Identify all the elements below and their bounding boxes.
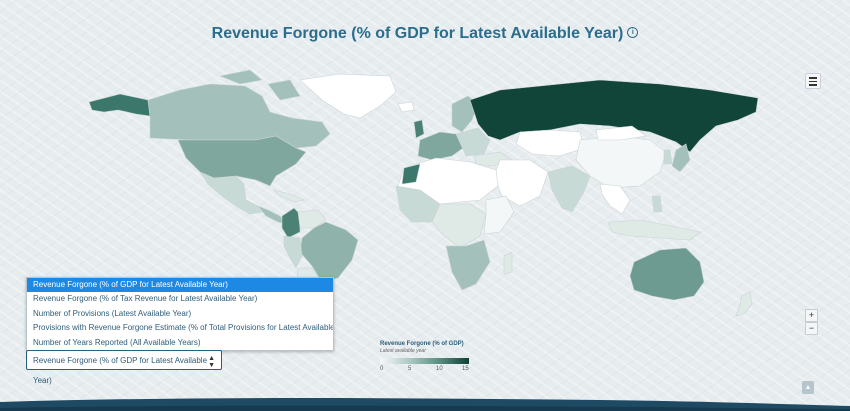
page-title-text: Revenue Forgone (% of GDP for Latest Ava… [211, 25, 624, 42]
minus-icon: − [808, 323, 815, 333]
legend-tick: 0 [380, 366, 384, 372]
map-region-greenland[interactable] [299, 73, 397, 119]
up-down-arrows-icon: ▲ ▼ [208, 355, 215, 369]
map-region-japan[interactable] [671, 143, 691, 173]
dropdown-option[interactable]: Revenue Forgone (% of Tax Revenue for La… [33, 294, 258, 304]
map-region-western-europe[interactable] [417, 131, 467, 161]
map-region-central-africa[interactable] [431, 203, 487, 249]
legend-color-scale [380, 358, 469, 364]
dropdown-option[interactable]: Revenue Forgone (% of GDP for Latest Ava… [27, 278, 333, 293]
map-region-southern-africa[interactable] [445, 239, 491, 291]
map-region-indonesia[interactable] [607, 219, 701, 241]
info-icon[interactable]: i [627, 27, 639, 38]
footer-wave [0, 398, 850, 411]
map-region-caribbean[interactable] [273, 189, 306, 203]
hamburger-menu-icon[interactable] [805, 73, 821, 89]
map-region-iceland[interactable] [397, 101, 415, 113]
indicator-select[interactable]: Revenue Forgone (% of GDP for Latest Ava… [26, 350, 222, 385]
legend-ticks: 0 5 10 15 [380, 366, 472, 376]
legend-tick: 10 [436, 366, 443, 372]
map-region-peru[interactable] [283, 235, 303, 269]
legend-tick: 15 [462, 366, 469, 372]
map-region-morocco[interactable] [401, 163, 421, 185]
map-region-philippines[interactable] [651, 195, 663, 213]
map-region-mongolia[interactable] [595, 125, 647, 141]
map-region-usa[interactable] [177, 135, 307, 187]
map-region-colombia[interactable] [281, 207, 301, 239]
map-region-russia[interactable] [469, 79, 759, 153]
zoom-in-button[interactable]: + [805, 309, 818, 322]
dropdown-option[interactable]: Number of Years Reported (All Available … [33, 337, 201, 347]
scroll-top-button[interactable]: ▲ [802, 381, 814, 394]
map-region-east-africa[interactable] [483, 195, 515, 235]
indicator-select-value: Revenue Forgone (% of GDP for Latest Ava… [33, 356, 208, 385]
map-region-uk[interactable] [413, 119, 425, 139]
legend-subtitle: Latest available year [380, 348, 426, 354]
map-region-kazakhstan[interactable] [515, 129, 585, 157]
map-region-china[interactable] [575, 135, 667, 189]
map-region-india[interactable] [547, 165, 591, 213]
legend-title: Revenue Forgone (% of GDP) [380, 341, 464, 347]
map-region-new-zealand[interactable] [735, 291, 753, 317]
map-region-southeast-asia[interactable] [599, 183, 631, 215]
map-region-canada[interactable] [147, 83, 331, 149]
map-region-australia[interactable] [629, 247, 705, 301]
map-region-mexico[interactable] [199, 171, 263, 215]
map-region-korea[interactable] [663, 149, 673, 165]
page-title: Revenue Forgone (% of GDP for Latest Ava… [0, 25, 850, 43]
map-region-alaska[interactable] [88, 93, 151, 117]
map-region-canada-islands[interactable] [218, 69, 301, 101]
map-region-venezuela[interactable] [297, 209, 327, 229]
indicator-dropdown-list[interactable]: Revenue Forgone (% of GDP for Latest Ava… [26, 277, 334, 351]
map-region-eastern-europe[interactable] [455, 127, 491, 157]
plus-icon: + [808, 310, 815, 320]
zoom-out-button[interactable]: − [805, 322, 818, 335]
map-region-madagascar[interactable] [503, 251, 513, 275]
dropdown-option[interactable]: Provisions with Revenue Forgone Estimate… [33, 323, 333, 333]
legend-tick: 5 [408, 366, 412, 372]
chevron-up-icon: ▲ [804, 384, 812, 391]
dropdown-option[interactable]: Number of Provisions (Latest Available Y… [33, 308, 192, 318]
